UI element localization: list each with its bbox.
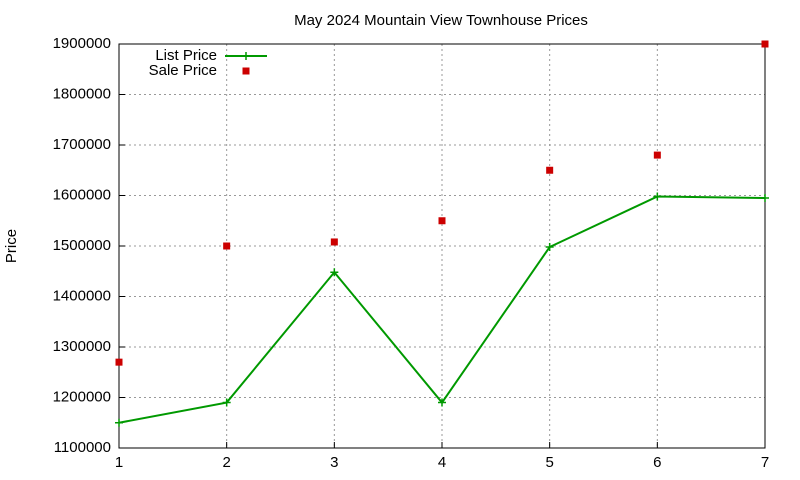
plot-border	[118, 43, 766, 449]
y-tick-label: 1800000	[53, 85, 111, 102]
y-tick-label: 1200000	[53, 388, 111, 405]
point	[546, 166, 554, 174]
point	[223, 242, 231, 250]
point	[653, 151, 661, 159]
legend-label: List Price	[155, 47, 217, 64]
legend-label: Sale Price	[149, 62, 217, 79]
y-tick-label: 1900000	[53, 35, 111, 52]
point	[653, 192, 662, 201]
point	[330, 238, 338, 246]
x-tick-label: 5	[545, 454, 553, 471]
y-tick-label: 1400000	[53, 287, 111, 304]
x-tick-label: 2	[222, 454, 230, 471]
y-tick-label: 1300000	[53, 338, 111, 355]
point	[438, 217, 446, 225]
legend-swatch	[242, 52, 250, 60]
point	[761, 194, 769, 203]
chart-title: May 2024 Mountain View Townhouse Prices	[294, 12, 588, 29]
x-tick-label: 7	[761, 454, 769, 471]
x-tick-label: 3	[330, 454, 338, 471]
point	[222, 398, 231, 407]
y-tick-label: 1500000	[53, 237, 111, 254]
point	[115, 418, 123, 427]
x-tick-label: 4	[438, 454, 446, 471]
x-tick-label: 6	[653, 454, 661, 471]
point	[115, 358, 123, 366]
y-axis-label: Price	[3, 229, 20, 263]
y-tick-label: 1600000	[53, 186, 111, 203]
point	[545, 243, 554, 252]
point	[330, 268, 339, 277]
y-tick-label: 1700000	[53, 136, 111, 153]
point	[761, 40, 769, 48]
y-tick-label: 1100000	[54, 439, 111, 456]
point	[438, 398, 446, 407]
legend-swatch	[242, 67, 250, 75]
x-tick-label: 1	[115, 454, 123, 471]
